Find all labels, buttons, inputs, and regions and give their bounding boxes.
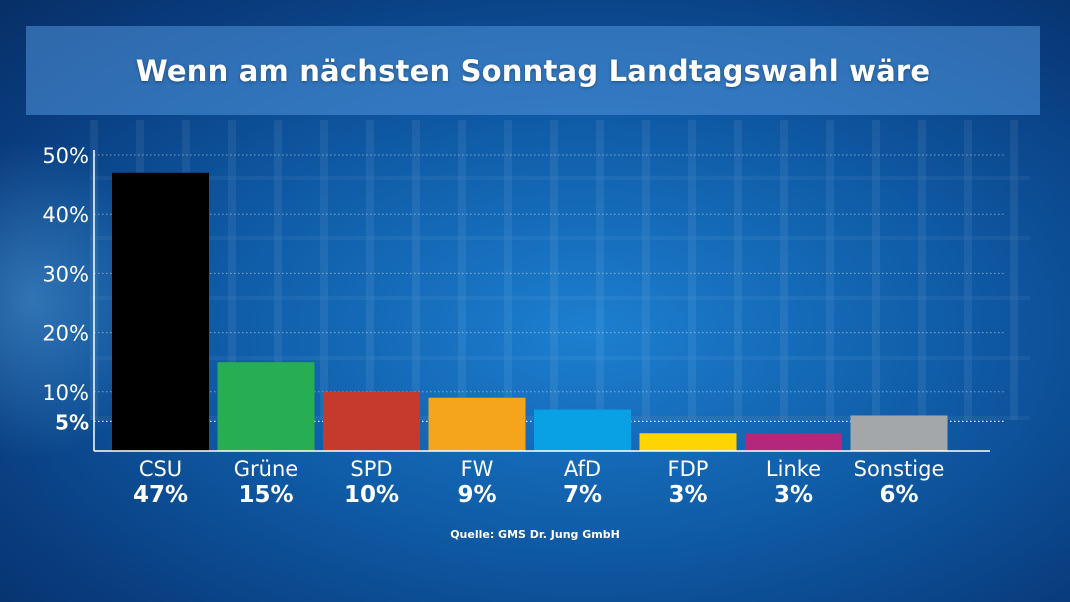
bar bbox=[217, 362, 315, 451]
category-label: FW bbox=[461, 457, 494, 481]
y-tick-label: 5% bbox=[55, 410, 89, 434]
bar bbox=[850, 415, 948, 451]
bar bbox=[745, 433, 842, 451]
bar bbox=[323, 391, 420, 451]
category-label: Sonstige bbox=[854, 457, 945, 481]
y-tick-label: 20% bbox=[42, 322, 89, 346]
category-label: SPD bbox=[350, 457, 392, 481]
category-label: Grüne bbox=[234, 457, 298, 481]
data-label: 3% bbox=[774, 482, 813, 508]
y-tick-label: 10% bbox=[42, 381, 89, 405]
data-label: 3% bbox=[668, 482, 707, 508]
data-label: 6% bbox=[879, 482, 918, 508]
category-label: CSU bbox=[139, 457, 182, 481]
category-label: FDP bbox=[668, 457, 709, 481]
chart-title: Wenn am nächsten Sonntag Landtagswahl wä… bbox=[135, 53, 931, 88]
source-note: Quelle: GMS Dr. Jung GmbH bbox=[450, 528, 620, 541]
y-tick-label: 50% bbox=[42, 144, 89, 168]
data-label: 7% bbox=[563, 482, 602, 508]
bar bbox=[112, 172, 209, 451]
y-tick-label: 40% bbox=[42, 203, 89, 227]
y-tick-label: 30% bbox=[42, 262, 89, 286]
bar bbox=[639, 433, 737, 451]
category-label: Linke bbox=[766, 457, 821, 481]
bar bbox=[428, 397, 526, 451]
data-label: 15% bbox=[238, 482, 293, 508]
data-label: 10% bbox=[344, 482, 399, 508]
category-label: AfD bbox=[564, 457, 601, 481]
title-bar: Wenn am nächsten Sonntag Landtagswahl wä… bbox=[26, 26, 1040, 115]
bar bbox=[534, 409, 631, 451]
data-label: 9% bbox=[457, 482, 496, 508]
data-label: 47% bbox=[133, 482, 188, 508]
